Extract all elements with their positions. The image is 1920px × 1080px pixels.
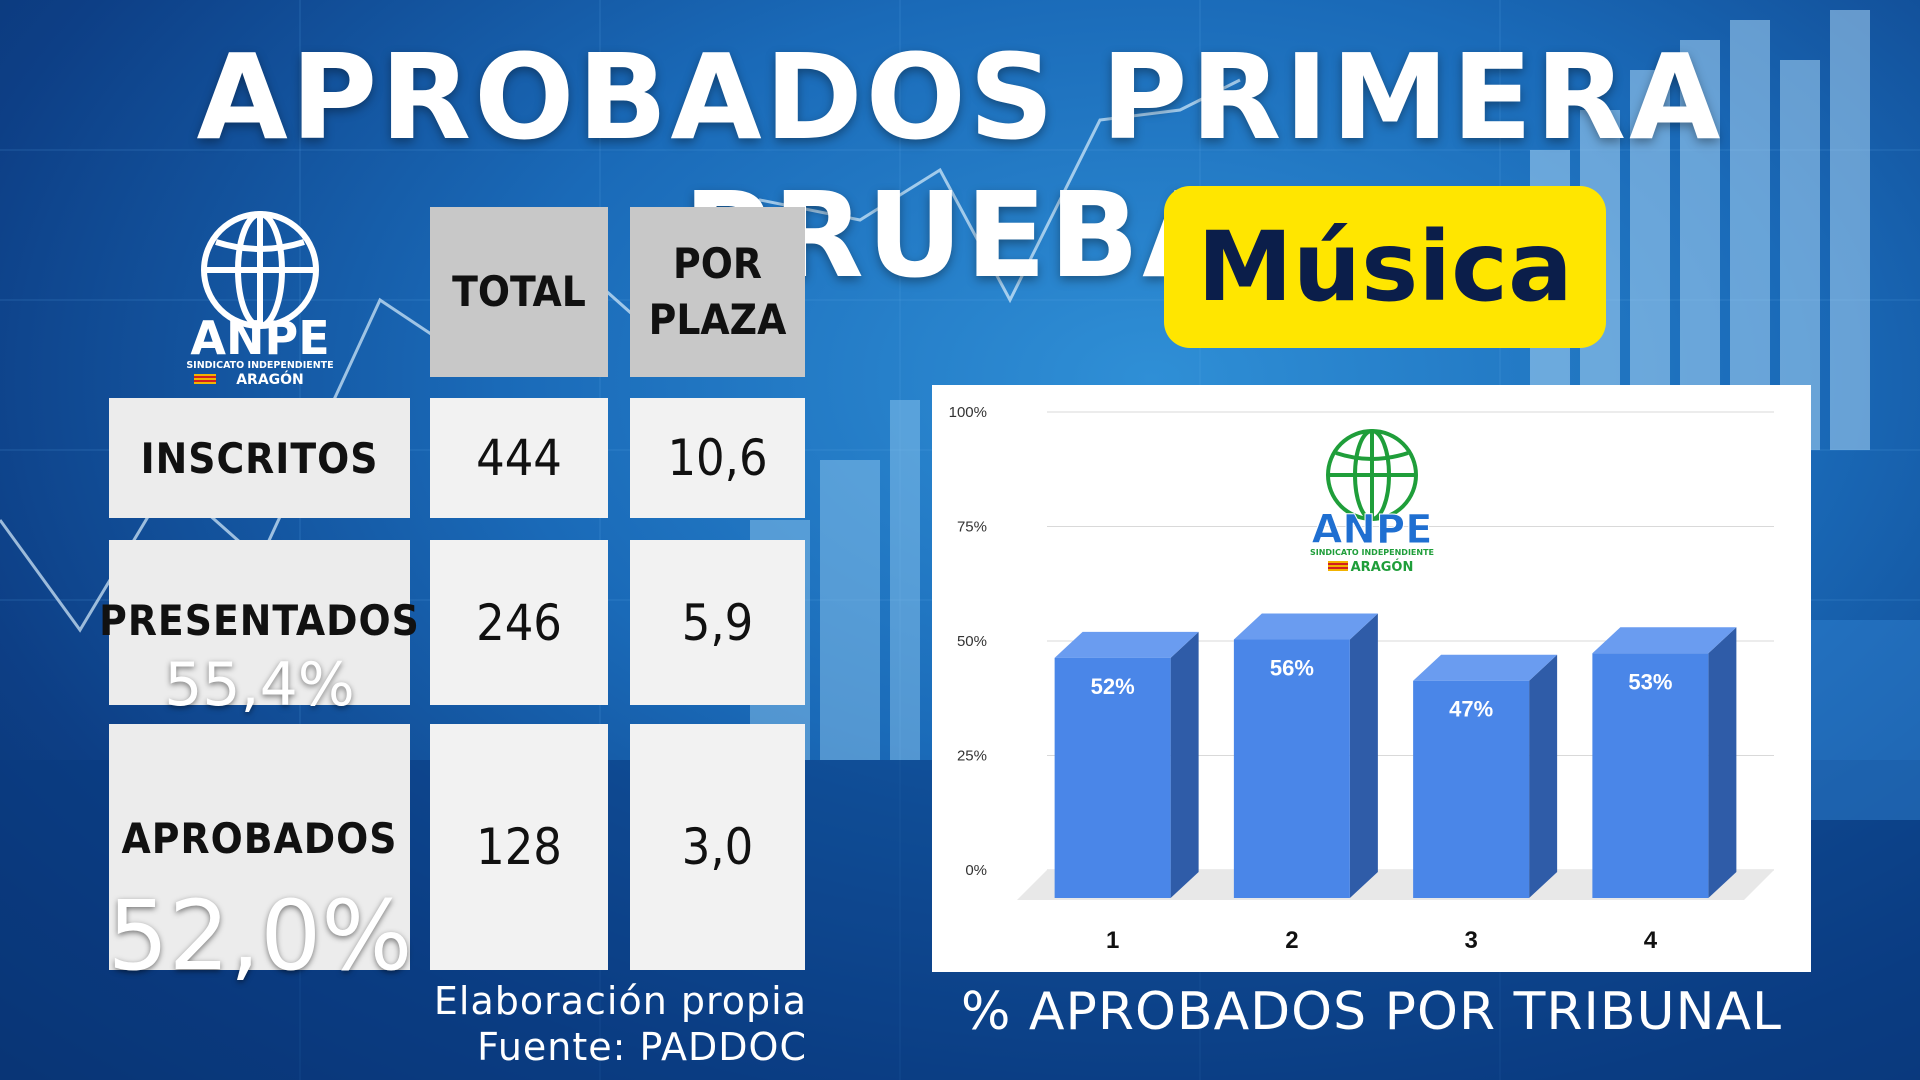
bar-top xyxy=(1054,631,1199,658)
subject-badge: Música xyxy=(1164,186,1606,348)
data-label: 47% xyxy=(1449,697,1493,722)
bar-side xyxy=(1349,613,1378,898)
header-per-plaza-line1: POR xyxy=(673,239,762,288)
source-line1: Elaboración propia xyxy=(433,979,807,1023)
x-tick-label: 2 xyxy=(1285,927,1298,954)
percent-aprobados: 52,0% xyxy=(107,880,413,992)
bar-side xyxy=(1529,654,1558,898)
bar-side xyxy=(1708,627,1737,898)
y-tick-label: 50% xyxy=(957,633,987,650)
row-label-presentados: PRESENTADOS xyxy=(99,540,419,705)
data-label: 52% xyxy=(1091,674,1135,699)
source-line2: Fuente: PADDOC xyxy=(477,1025,807,1069)
bar xyxy=(1233,639,1350,898)
svg-text:ARAGÓN: ARAGÓN xyxy=(236,370,304,388)
y-tick-label: 75% xyxy=(957,519,987,536)
anpe-logo-green: ANPE SINDICATO INDEPENDIENTE ARAGÓN xyxy=(1310,429,1434,575)
bar-side xyxy=(1170,631,1199,898)
bar-top xyxy=(1413,654,1558,681)
bar-top xyxy=(1233,613,1378,640)
cell-total-inscritos: 444 xyxy=(430,398,608,518)
svg-text:SINDICATO INDEPENDIENTE: SINDICATO INDEPENDIENTE xyxy=(1310,548,1434,557)
data-label: 56% xyxy=(1270,656,1314,681)
bar xyxy=(1054,657,1171,898)
svg-text:ARAGÓN: ARAGÓN xyxy=(1351,559,1414,575)
row-label-inscritos: INSCRITOS xyxy=(109,398,410,518)
y-tick-label: 25% xyxy=(957,748,987,765)
x-tick-label: 1 xyxy=(1106,927,1119,954)
y-tick-label: 0% xyxy=(965,862,987,879)
bar xyxy=(1592,653,1709,898)
cell-plaza-presentados: 5,9 xyxy=(630,540,805,705)
cell-total-aprobados: 128 xyxy=(430,724,608,970)
header-total: TOTAL xyxy=(430,207,608,377)
header-per-plaza-line2: PLAZA xyxy=(648,295,787,344)
percent-presentados: 55,4% xyxy=(164,650,355,720)
cell-plaza-inscritos: 10,6 xyxy=(630,398,805,518)
row-label-text: APROBADOS xyxy=(121,814,398,863)
cell-plaza-aprobados: 3,0 xyxy=(630,724,805,970)
chart-floor xyxy=(1017,870,1774,900)
chart-panel: 0% 25% 50% 75% 100% ANPE SINDICATO INDEPENDI… xyxy=(932,385,1811,972)
anpe-logo: ANPE SINDICATO INDEPENDIENTE ARAGÓN xyxy=(186,211,334,388)
source-note: Elaboración propia Fuente: PADDOC xyxy=(407,978,807,1070)
chart-caption: % APROBADOS POR TRIBUNAL xyxy=(960,982,1783,1042)
svg-text:ANPE: ANPE xyxy=(190,311,329,365)
bar xyxy=(1413,680,1530,898)
bar-top xyxy=(1592,627,1737,654)
svg-text:ANPE: ANPE xyxy=(1311,507,1432,553)
row-label-text: PRESENTADOS xyxy=(99,596,420,645)
data-label: 53% xyxy=(1628,669,1672,694)
y-tick-label: 100% xyxy=(949,404,987,421)
row-label-aprobados: APROBADOS xyxy=(109,724,410,970)
header-total-label: TOTAL xyxy=(452,267,586,316)
row-label-text: INSCRITOS xyxy=(140,433,379,483)
bar-chart: 0% 25% 50% 75% 100% ANPE SINDICATO INDEPENDI… xyxy=(949,404,1774,954)
x-tick-label: 3 xyxy=(1464,927,1477,954)
svg-text:SINDICATO INDEPENDIENTE: SINDICATO INDEPENDIENTE xyxy=(186,360,333,371)
header-per-plaza: POR PLAZA xyxy=(630,207,805,377)
cell-total-presentados: 246 xyxy=(430,540,608,705)
x-tick-label: 4 xyxy=(1644,927,1658,954)
